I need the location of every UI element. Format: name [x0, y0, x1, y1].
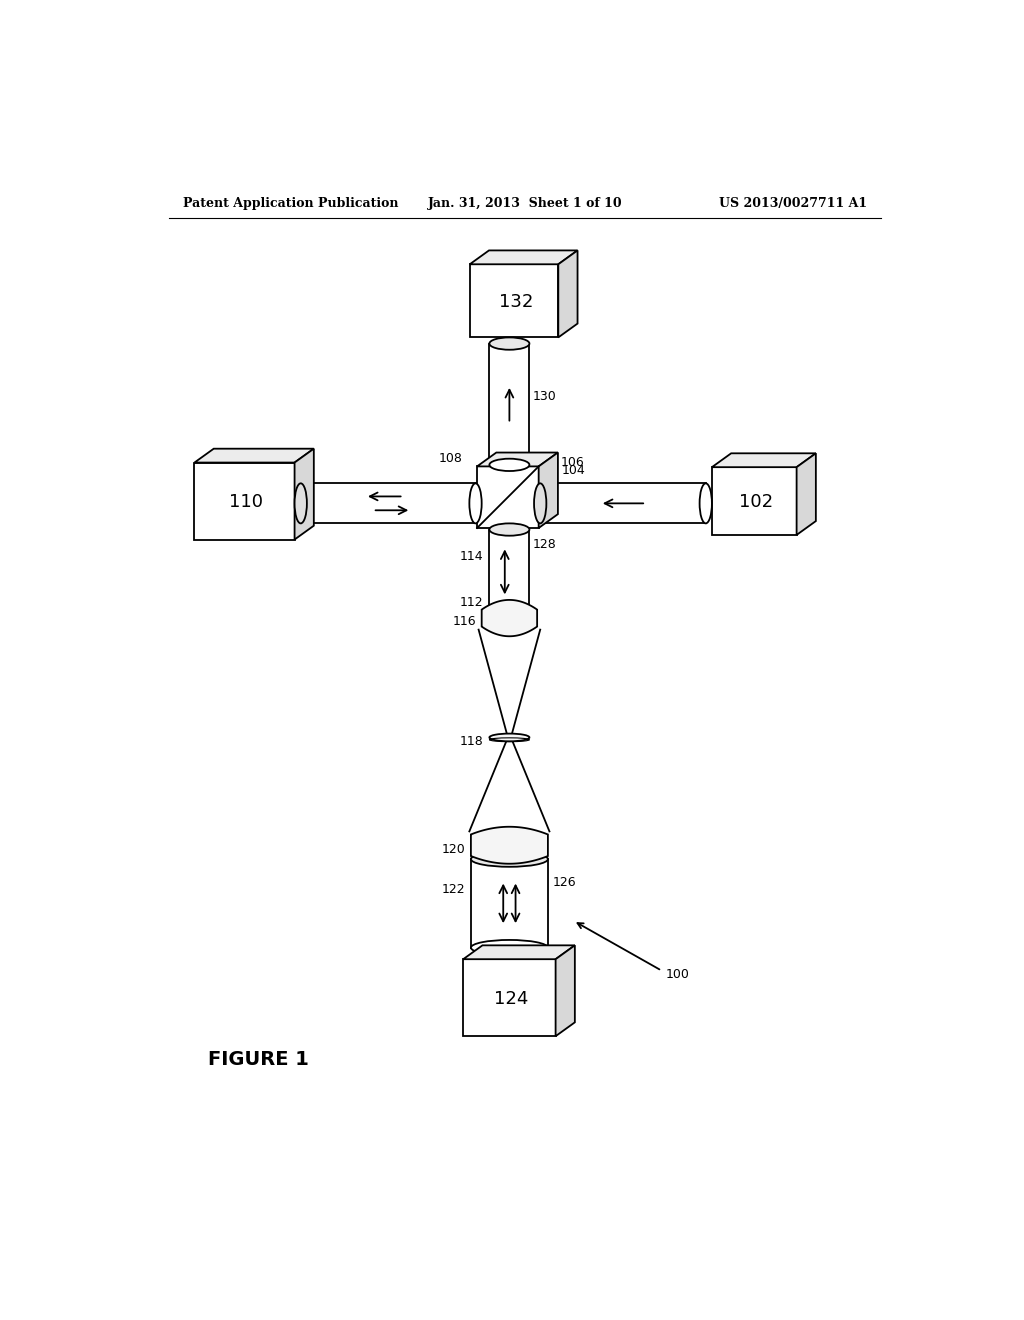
Text: 126: 126	[553, 875, 577, 888]
Text: 132: 132	[499, 293, 534, 312]
Text: 108: 108	[438, 453, 463, 465]
Text: 104: 104	[562, 463, 586, 477]
Ellipse shape	[295, 483, 307, 524]
Text: 118: 118	[460, 735, 484, 748]
Text: 116: 116	[453, 615, 476, 628]
Ellipse shape	[469, 483, 481, 524]
Text: Jan. 31, 2013  Sheet 1 of 10: Jan. 31, 2013 Sheet 1 of 10	[427, 197, 623, 210]
Text: FIGURE 1: FIGURE 1	[208, 1049, 308, 1069]
Polygon shape	[712, 453, 816, 467]
Polygon shape	[797, 453, 816, 535]
Polygon shape	[463, 945, 574, 960]
Polygon shape	[463, 960, 556, 1036]
Polygon shape	[558, 251, 578, 338]
Polygon shape	[477, 453, 558, 466]
Ellipse shape	[471, 940, 548, 956]
Polygon shape	[481, 599, 538, 636]
Polygon shape	[712, 467, 797, 535]
Text: 112: 112	[460, 597, 483, 610]
Polygon shape	[470, 251, 578, 264]
Text: 106: 106	[561, 455, 585, 469]
Text: 114: 114	[460, 550, 483, 564]
Ellipse shape	[699, 483, 712, 524]
Ellipse shape	[489, 459, 529, 471]
Polygon shape	[489, 529, 529, 614]
Ellipse shape	[535, 483, 547, 524]
Polygon shape	[470, 264, 558, 338]
Polygon shape	[301, 483, 475, 524]
Polygon shape	[295, 449, 313, 540]
Ellipse shape	[489, 338, 529, 350]
Text: 102: 102	[739, 494, 773, 511]
Polygon shape	[556, 945, 574, 1036]
Text: 128: 128	[532, 539, 556, 552]
Text: 124: 124	[495, 990, 528, 1008]
Polygon shape	[477, 466, 539, 528]
Polygon shape	[541, 483, 706, 524]
Polygon shape	[195, 449, 313, 462]
Text: US 2013/0027711 A1: US 2013/0027711 A1	[719, 197, 866, 210]
Text: 110: 110	[229, 494, 263, 511]
Ellipse shape	[489, 734, 529, 742]
Polygon shape	[471, 859, 548, 948]
Polygon shape	[195, 462, 295, 540]
Ellipse shape	[489, 609, 529, 620]
Text: 120: 120	[441, 842, 465, 855]
Text: Patent Application Publication: Patent Application Publication	[183, 197, 398, 210]
Text: 130: 130	[532, 389, 556, 403]
Polygon shape	[539, 453, 558, 528]
Polygon shape	[471, 826, 548, 863]
Ellipse shape	[471, 851, 548, 867]
Polygon shape	[489, 343, 529, 465]
Text: 122: 122	[441, 883, 465, 896]
Ellipse shape	[489, 523, 529, 536]
Text: 100: 100	[666, 968, 689, 981]
